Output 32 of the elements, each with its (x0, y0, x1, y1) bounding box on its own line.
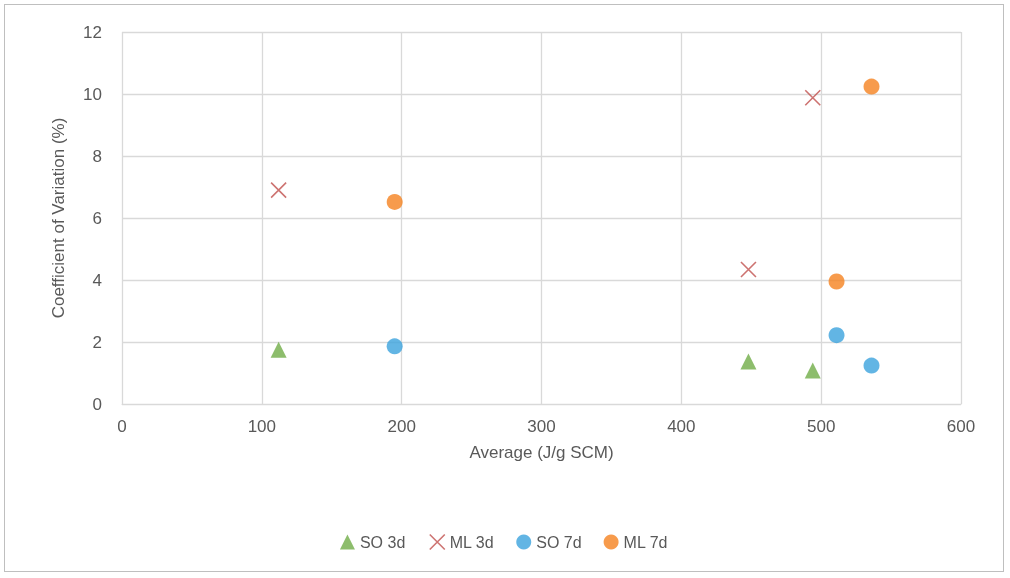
point (740, 353, 757, 370)
point (270, 181, 287, 199)
legend-label: ML 3d (449, 533, 494, 551)
point (828, 327, 845, 344)
point (863, 78, 880, 95)
x-tick-label: 600 (946, 417, 976, 436)
y-tick-label: 10 (83, 84, 102, 104)
legend-label: SO 7d (536, 533, 582, 551)
y-tick-label: 0 (92, 394, 102, 414)
x-tick-label: 0 (117, 417, 127, 436)
x-axis-title: Average (J/g SCM) (469, 443, 614, 462)
y-tick-label: 2 (92, 332, 102, 352)
y-axis-title: Coefficient of Variation (%) (49, 117, 68, 319)
point (828, 273, 845, 290)
legend-label: ML 7d (623, 533, 668, 551)
point (863, 357, 880, 374)
point (804, 89, 822, 107)
legend-label: SO 3d (359, 533, 406, 551)
point (386, 193, 403, 210)
point (740, 261, 757, 278)
y-tick-label: 12 (83, 22, 102, 42)
x-tick-label: 300 (527, 417, 556, 436)
point (804, 362, 821, 379)
y-tick-label: 8 (92, 146, 102, 166)
y-tick-label: 4 (92, 270, 102, 290)
y-tick-label: 6 (92, 208, 102, 228)
x-tick-label: 200 (387, 417, 416, 436)
point (386, 338, 403, 355)
x-tick-label: 400 (667, 417, 696, 436)
x-tick-label: 500 (806, 417, 836, 436)
point (270, 341, 287, 358)
x-tick-label: 100 (247, 417, 277, 436)
